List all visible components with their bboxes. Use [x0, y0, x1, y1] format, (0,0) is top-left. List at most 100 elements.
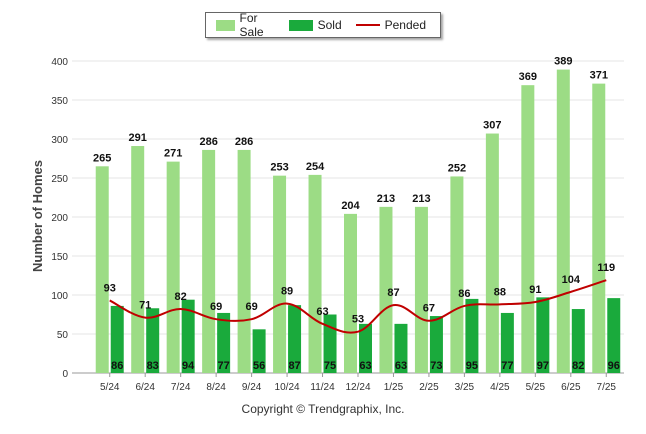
y-tick-label: 150	[51, 252, 68, 263]
copyright-footer: Copyright © Trendgraphix, Inc.	[241, 402, 405, 416]
data-label-for-sale: 271	[164, 148, 182, 160]
data-label-for-sale: 213	[412, 193, 430, 205]
x-tick-label: 7/24	[171, 382, 191, 393]
y-tick-label: 350	[51, 96, 68, 107]
bar-sold	[110, 305, 124, 373]
data-label-pended: 69	[210, 301, 222, 313]
data-label-for-sale: 253	[270, 162, 288, 174]
x-tick-label: 7/25	[597, 382, 617, 393]
bar-for-sale	[273, 175, 287, 373]
y-tick-label: 300	[51, 135, 68, 146]
data-label-sold: 56	[253, 360, 265, 372]
data-label-sold: 82	[572, 360, 584, 372]
pended-swatch-icon	[355, 24, 380, 26]
bar-sold	[146, 308, 160, 373]
bar-for-sale	[131, 146, 145, 373]
bar-sold	[359, 323, 372, 373]
data-label-pended: 82	[175, 291, 187, 303]
data-label-sold: 96	[608, 360, 620, 372]
data-label-for-sale: 213	[377, 193, 395, 205]
data-label-sold: 83	[147, 360, 159, 372]
data-label-for-sale: 286	[199, 136, 217, 148]
bar-for-sale	[414, 206, 428, 373]
bar-sold	[394, 323, 408, 373]
data-label-sold: 63	[359, 360, 371, 372]
bar-for-sale	[450, 176, 464, 373]
x-tick-label: 11/24	[310, 382, 335, 393]
bar-sold	[536, 297, 550, 373]
bar-for-sale	[237, 149, 251, 373]
data-label-sold: 63	[395, 360, 407, 372]
data-label-for-sale: 254	[306, 161, 325, 173]
bar-for-sale	[166, 161, 180, 373]
x-tick-label: 3/25	[455, 382, 475, 393]
x-tick-label: 4/25	[490, 382, 510, 393]
bar-sold	[571, 309, 585, 373]
x-tick-label: 6/24	[135, 382, 155, 393]
bar-for-sale	[521, 85, 535, 374]
data-label-pended: 63	[316, 306, 328, 318]
bar-for-sale	[202, 149, 216, 373]
data-label-sold: 86	[111, 360, 123, 372]
data-label-pended: 91	[529, 284, 541, 296]
data-label-pended: 71	[139, 300, 151, 312]
y-tick-label: 250	[51, 174, 68, 185]
bar-for-sale	[485, 133, 499, 373]
x-tick-label: 6/25	[561, 382, 581, 393]
data-label-for-sale: 369	[519, 71, 537, 83]
legend: For Sale Sold Pended	[205, 11, 441, 39]
data-label-sold: 77	[218, 360, 230, 372]
data-label-pended: 93	[104, 282, 116, 294]
for-sale-swatch-icon	[216, 19, 235, 31]
data-label-sold: 95	[466, 360, 478, 372]
data-label-pended: 69	[245, 301, 257, 313]
data-label-pended: 86	[458, 288, 470, 300]
bar-sold	[465, 298, 479, 373]
data-label-for-sale: 286	[235, 136, 253, 148]
bar-for-sale	[344, 213, 357, 373]
bar-for-sale	[379, 206, 393, 373]
bar-for-sale	[556, 69, 570, 373]
bar-for-sale	[308, 174, 322, 373]
data-label-for-sale: 307	[483, 120, 501, 132]
bar-sold	[429, 316, 443, 373]
data-label-for-sale: 265	[93, 152, 111, 164]
data-label-pended: 88	[494, 286, 506, 298]
y-tick-label: 100	[51, 291, 68, 302]
bar-sold	[181, 299, 195, 373]
y-tick-label: 200	[51, 213, 68, 224]
bar-sold	[288, 305, 302, 373]
data-label-sold: 94	[182, 360, 195, 372]
legend-label-for-sale: For Sale	[239, 11, 264, 39]
legend-label-sold: Sold	[317, 18, 342, 32]
x-tick-label: 1/25	[384, 382, 404, 393]
data-label-sold: 75	[324, 360, 336, 372]
legend-label-pended: Pended	[384, 18, 426, 32]
data-label-pended: 119	[597, 262, 615, 274]
legend-item-for-sale[interactable]: For Sale	[216, 11, 275, 39]
x-tick-label: 10/24	[275, 382, 300, 393]
x-tick-label: 5/24	[100, 382, 120, 393]
data-label-pended: 87	[387, 287, 399, 299]
data-label-sold: 77	[501, 360, 513, 372]
pended-line	[109, 279, 607, 334]
data-label-for-sale: 204	[341, 200, 360, 212]
bar-sold	[252, 329, 266, 373]
data-label-for-sale: 252	[448, 162, 466, 174]
y-tick-label: 50	[57, 330, 69, 341]
y-tick-label: 400	[51, 57, 68, 68]
data-label-pended: 67	[423, 303, 435, 315]
data-label-sold: 87	[288, 360, 300, 372]
bar-sold	[607, 298, 621, 373]
sold-swatch-icon	[288, 19, 313, 31]
bar-sold	[217, 312, 231, 373]
legend-item-sold[interactable]: Sold	[288, 18, 342, 32]
x-tick-label: 2/25	[419, 382, 439, 393]
bar-sold	[500, 312, 514, 373]
data-label-sold: 73	[430, 360, 442, 372]
data-label-pended: 53	[352, 314, 364, 326]
data-label-for-sale: 291	[129, 132, 147, 144]
legend-item-pended[interactable]: Pended	[355, 18, 426, 32]
x-tick-label: 9/24	[242, 382, 262, 393]
